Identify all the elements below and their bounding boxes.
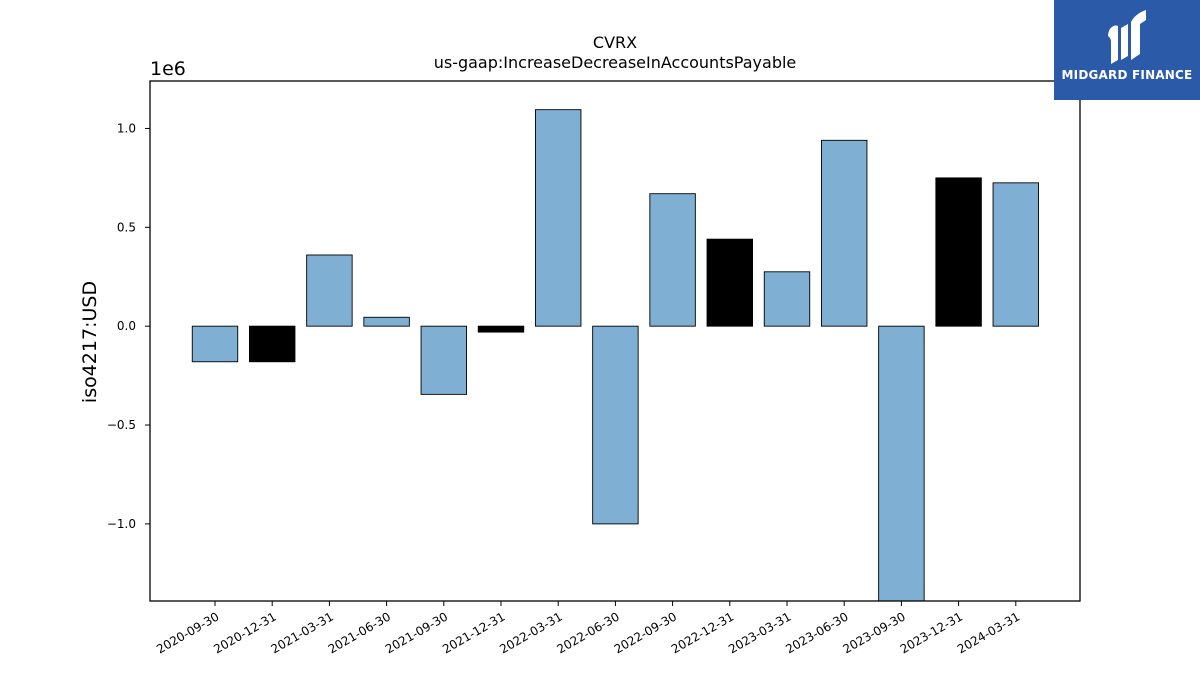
chart-title: CVRX [593, 33, 637, 52]
y-tick-label: 0.0 [117, 319, 136, 333]
midgard-finance-logo: MIDGARD FINANCE [1054, 0, 1200, 100]
bar-2021-12-31 [477, 325, 525, 333]
y-tick-label: −0.5 [107, 418, 136, 432]
bar-2021-09-30 [420, 325, 467, 395]
plot-frame [149, 80, 1081, 602]
logo-mark-icon [1108, 10, 1146, 64]
x-tick-label: 2020-09-30 [154, 609, 221, 656]
y-scale-label: 1e6 [150, 58, 186, 80]
x-tick-label: 2022-12-31 [669, 609, 736, 656]
y-ticks-group: −1.0 −0.5 0.0 0.5 1.0 [107, 121, 150, 531]
y-axis-label: iso4217:USD [79, 281, 101, 403]
bar-2023-06-30 [821, 139, 868, 327]
bar-2020-09-30 [191, 325, 239, 363]
chart-subtitle: us-gaap:IncreaseDecreaseInAccountsPayabl… [434, 53, 797, 72]
bar-2022-06-30 [592, 325, 639, 525]
bar-2024-03-31 [992, 182, 1039, 327]
bar-2021-06-30 [363, 316, 410, 327]
x-tick-label: 2022-06-30 [554, 609, 621, 656]
x-tick-label: 2023-09-30 [840, 609, 907, 656]
x-tick-label: 2022-09-30 [612, 609, 679, 656]
bar-2020-12-31 [248, 325, 296, 363]
x-tick-label: 2021-06-30 [326, 609, 393, 656]
bar-2023-09-30 [878, 325, 925, 602]
bar-2023-03-31 [763, 271, 811, 327]
x-tick-label: 2024-03-31 [955, 609, 1022, 656]
logo-text: MIDGARD FINANCE [1061, 68, 1193, 82]
y-tick-label: 1.0 [117, 121, 136, 135]
bar-2023-12-31 [935, 177, 982, 327]
bar-2022-09-30 [649, 193, 696, 327]
x-tick-label: 2022-03-31 [497, 609, 564, 656]
y-tick-label: 0.5 [117, 220, 136, 234]
x-tick-label: 2023-06-30 [783, 609, 850, 656]
x-tick-label: 2020-12-31 [211, 609, 278, 656]
bar-2022-12-31 [706, 238, 753, 327]
y-tick-label: −1.0 [107, 517, 136, 531]
bar-2022-03-31 [535, 109, 582, 327]
x-tick-label: 2021-09-30 [383, 609, 450, 656]
x-tick-label: 2023-03-31 [726, 609, 793, 656]
x-ticks-group: 2020-09-302020-12-312021-03-312021-06-30… [154, 601, 1022, 656]
x-tick-label: 2021-03-31 [268, 609, 335, 656]
bars-group [191, 109, 1039, 602]
x-tick-label: 2021-12-31 [440, 609, 507, 656]
bar-2021-03-31 [306, 254, 353, 327]
x-tick-label: 2023-12-31 [898, 609, 965, 656]
